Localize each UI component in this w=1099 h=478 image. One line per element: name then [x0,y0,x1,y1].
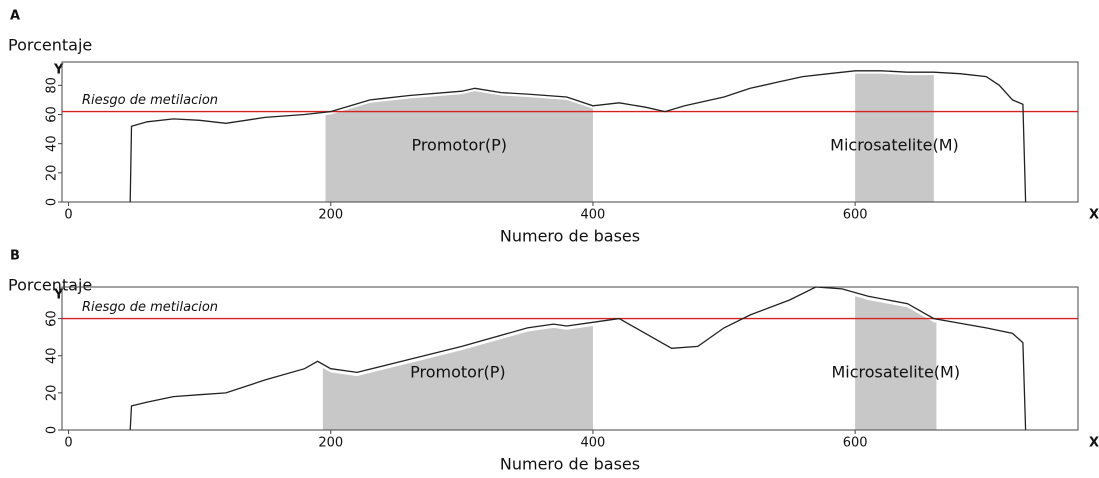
y-tick-label: 40 [45,135,60,152]
y-tick-label: 0 [45,198,60,206]
y-tick-label: 80 [45,77,60,94]
x-tick-label: 200 [318,208,343,223]
y-axis-title: Porcentaje [8,36,92,55]
data-line [129,286,1027,431]
x-tick-label: 600 [843,208,868,223]
region-label: Promotor(P) [410,362,506,381]
x-axis-letter: X [1089,208,1099,223]
region-label: Microsatelite(M) [831,362,960,381]
y-tick-label: 20 [45,165,60,182]
y-tick-label: 60 [45,310,60,327]
x-tick-label: 600 [843,436,868,451]
x-tick-label: 0 [64,436,72,451]
x-axis-title: Numero de bases [500,227,640,246]
plot-frame [61,61,1079,203]
threshold-label: Riesgo de metilacion [82,300,218,315]
region [325,91,593,202]
x-axis-letter: X [1089,436,1099,451]
y-axis-title: Porcentaje [8,276,92,295]
y-tick-label: 40 [45,347,60,364]
y-tick-label: 20 [45,385,60,402]
x-tick-label: 0 [64,208,72,223]
x-tick-label: 400 [581,208,606,223]
y-tick-label: 0 [45,426,60,434]
region-label: Microsatelite(M) [830,136,959,155]
panel-label: B [10,249,20,264]
region-label: Promotor(P) [411,136,507,155]
x-tick-label: 200 [318,436,343,451]
y-tick-label: 60 [45,106,60,123]
plot-frame [61,286,1079,431]
x-axis-title: Numero de bases [500,455,640,474]
data-line [129,70,1027,203]
y-axis-letter: Y [53,63,64,78]
region [855,73,934,203]
region [322,326,593,430]
x-tick-label: 400 [581,436,606,451]
threshold-label: Riesgo de metilacion [82,93,218,108]
panel-label: A [10,9,20,24]
region [855,296,937,430]
y-axis-letter: Y [53,288,64,303]
